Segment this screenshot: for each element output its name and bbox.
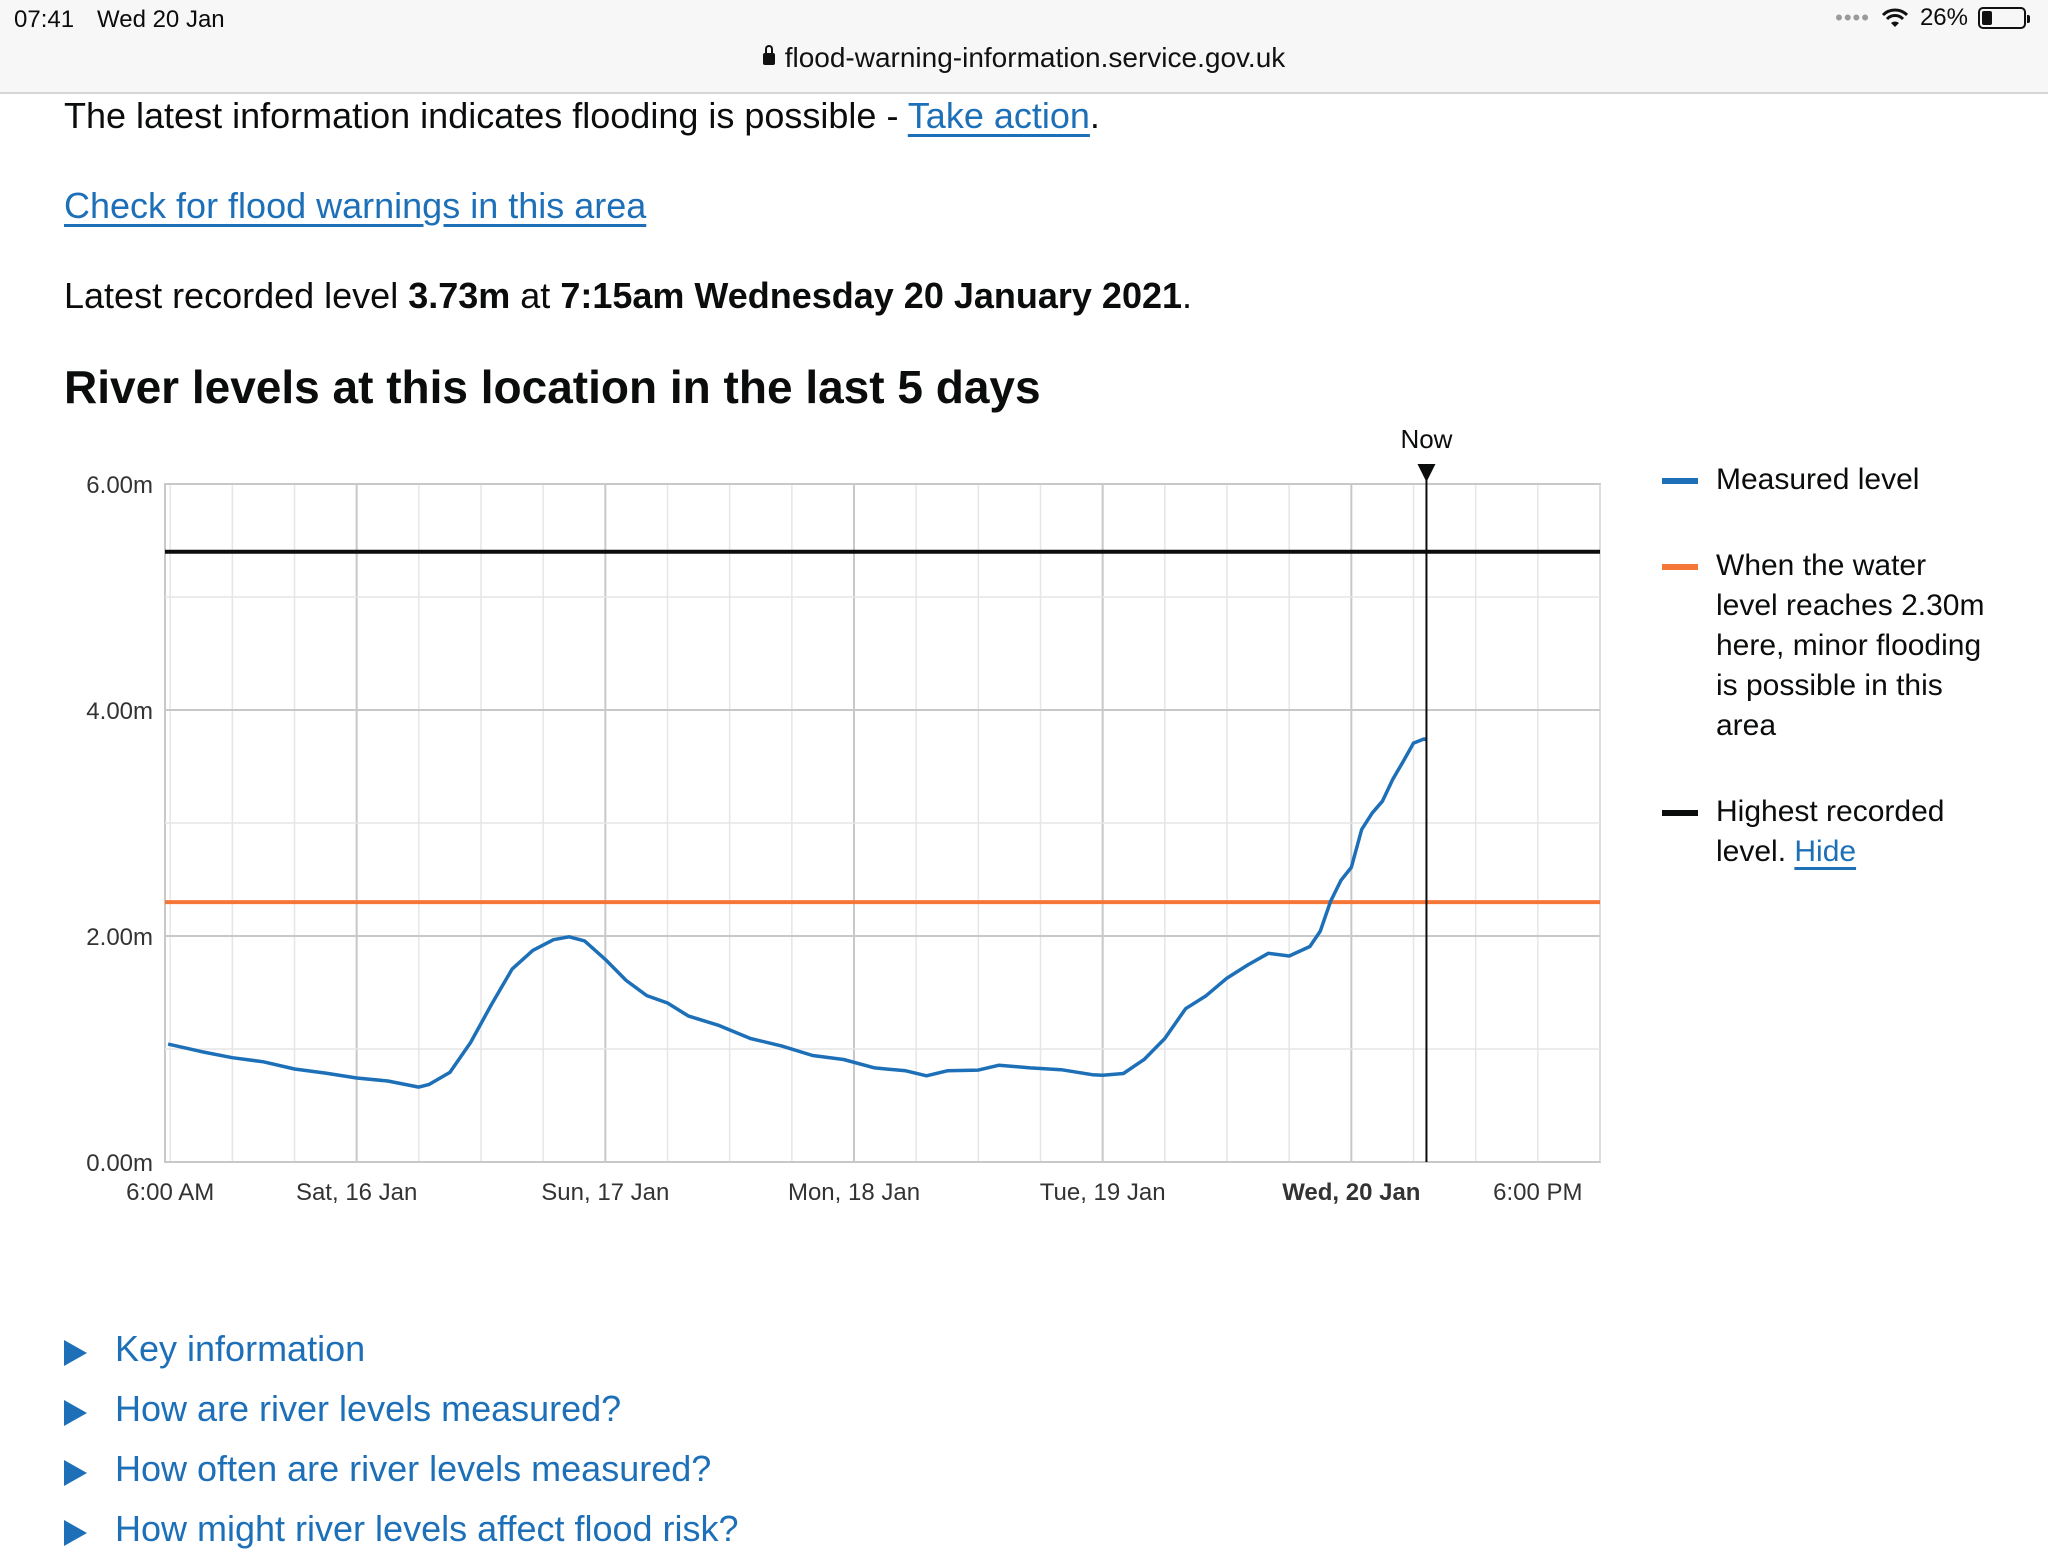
measured-level-line — [167, 737, 1427, 1089]
details-label: How might river levels affect flood risk… — [115, 1508, 739, 1549]
browser-status-bar: 07:41 Wed 20 Jan •••• 26% flood-warning-… — [0, 0, 2048, 94]
now-marker-icon — [1417, 464, 1436, 482]
legend-threshold-label: When the water level reaches 2.30m here,… — [1716, 549, 1985, 742]
river-level-chart: 0.00m 2.00m 4.00m 6.00m 6:00 AM Sat, 16 Jan Su… — [86, 424, 1601, 1206]
details-label: How are river levels measured? — [115, 1388, 622, 1429]
latest-end: . — [1182, 275, 1193, 316]
details-how-measured[interactable]: How are river levels measured? — [64, 1388, 739, 1448]
intro-text: The latest information indicates floodin… — [64, 95, 908, 136]
details-how-often[interactable]: How often are river levels measured? — [64, 1448, 739, 1508]
legend-measured-label: Measured level — [1716, 463, 1920, 496]
hide-highest-link[interactable]: Hide — [1794, 835, 1857, 868]
y-tick-label: 0.00m — [86, 1150, 153, 1177]
measured-swatch — [1662, 478, 1698, 484]
latest-level-text: Latest recorded level 3.73m at 7:15am We… — [64, 272, 1192, 320]
chart-heading: River levels at this location in the las… — [64, 361, 1041, 413]
legend-measured: Measured level — [1662, 460, 1992, 500]
take-action-link[interactable]: Take action — [907, 95, 1090, 136]
highest-swatch — [1662, 810, 1698, 816]
latest-at: at — [510, 275, 561, 316]
legend-highest-label: Highest recorded level. — [1716, 795, 1945, 868]
expand-triangle-icon — [64, 1340, 87, 1366]
lock-icon — [762, 45, 775, 65]
expand-triangle-icon — [64, 1400, 87, 1426]
y-tick-label: 4.00m — [86, 698, 153, 725]
x-tick-label: 6:00 PM — [1493, 1179, 1582, 1206]
latest-level-value: 3.73m — [408, 275, 511, 316]
battery-icon — [1978, 7, 2030, 29]
flood-status-text: The latest information indicates floodin… — [64, 92, 1100, 140]
status-indicators: •••• 26% — [1835, 4, 2030, 32]
x-tick-label: Wed, 20 Jan — [1282, 1179, 1420, 1206]
x-tick-label: 6:00 AM — [126, 1179, 214, 1206]
x-tick-label: Sat, 16 Jan — [296, 1179, 417, 1206]
wifi-icon — [1881, 8, 1909, 27]
details-label: Key information — [115, 1328, 366, 1369]
legend-threshold: When the water level reaches 2.30m here,… — [1662, 546, 1992, 746]
battery-percentage: 26% — [1919, 4, 1968, 31]
y-tick-label: 2.00m — [86, 924, 153, 951]
latest-level-time: 7:15am Wednesday 20 January 2021 — [560, 275, 1183, 316]
x-tick-label: Tue, 19 Jan — [1040, 1179, 1166, 1206]
cellular-signal-icon: •••• — [1835, 5, 1870, 30]
check-warnings-paragraph: Check for flood warnings in this area — [64, 182, 646, 230]
details-label: How often are river levels measured? — [115, 1448, 712, 1489]
url-text: flood-warning-information.service.gov.uk — [784, 42, 1286, 73]
expand-triangle-icon — [64, 1520, 87, 1546]
status-date: Wed 20 Jan — [97, 6, 225, 33]
battery-fill — [1982, 11, 1993, 25]
expand-triangle-icon — [64, 1460, 87, 1486]
x-tick-label: Mon, 18 Jan — [788, 1179, 920, 1206]
now-label: Now — [1400, 424, 1452, 454]
chart-legend: Measured level When the water level reac… — [1662, 460, 1992, 918]
legend-highest: Highest recorded level. Hide — [1662, 792, 1992, 872]
intro-end: . — [1089, 95, 1100, 136]
latest-prefix: Latest recorded level — [64, 275, 409, 316]
y-tick-label: 6.00m — [86, 472, 153, 499]
x-tick-label: Sun, 17 Jan — [541, 1179, 669, 1206]
details-list: Key information How are river levels mea… — [64, 1328, 739, 1568]
threshold-swatch — [1662, 564, 1698, 570]
check-flood-warnings-link[interactable]: Check for flood warnings in this area — [64, 185, 647, 226]
status-time: 07:41 — [14, 6, 75, 33]
details-key-information[interactable]: Key information — [64, 1328, 739, 1388]
address-bar[interactable]: flood-warning-information.service.gov.uk — [0, 42, 2048, 74]
details-flood-risk[interactable]: How might river levels affect flood risk… — [64, 1508, 739, 1568]
